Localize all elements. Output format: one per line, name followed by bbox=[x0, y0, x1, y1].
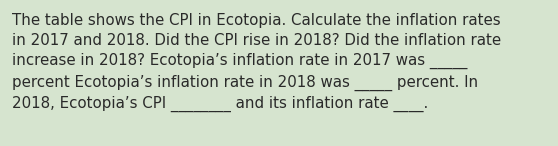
Text: The table shows the CPI in Ecotopia. Calculate the inflation rates
in 2017 and 2: The table shows the CPI in Ecotopia. Cal… bbox=[12, 13, 501, 112]
